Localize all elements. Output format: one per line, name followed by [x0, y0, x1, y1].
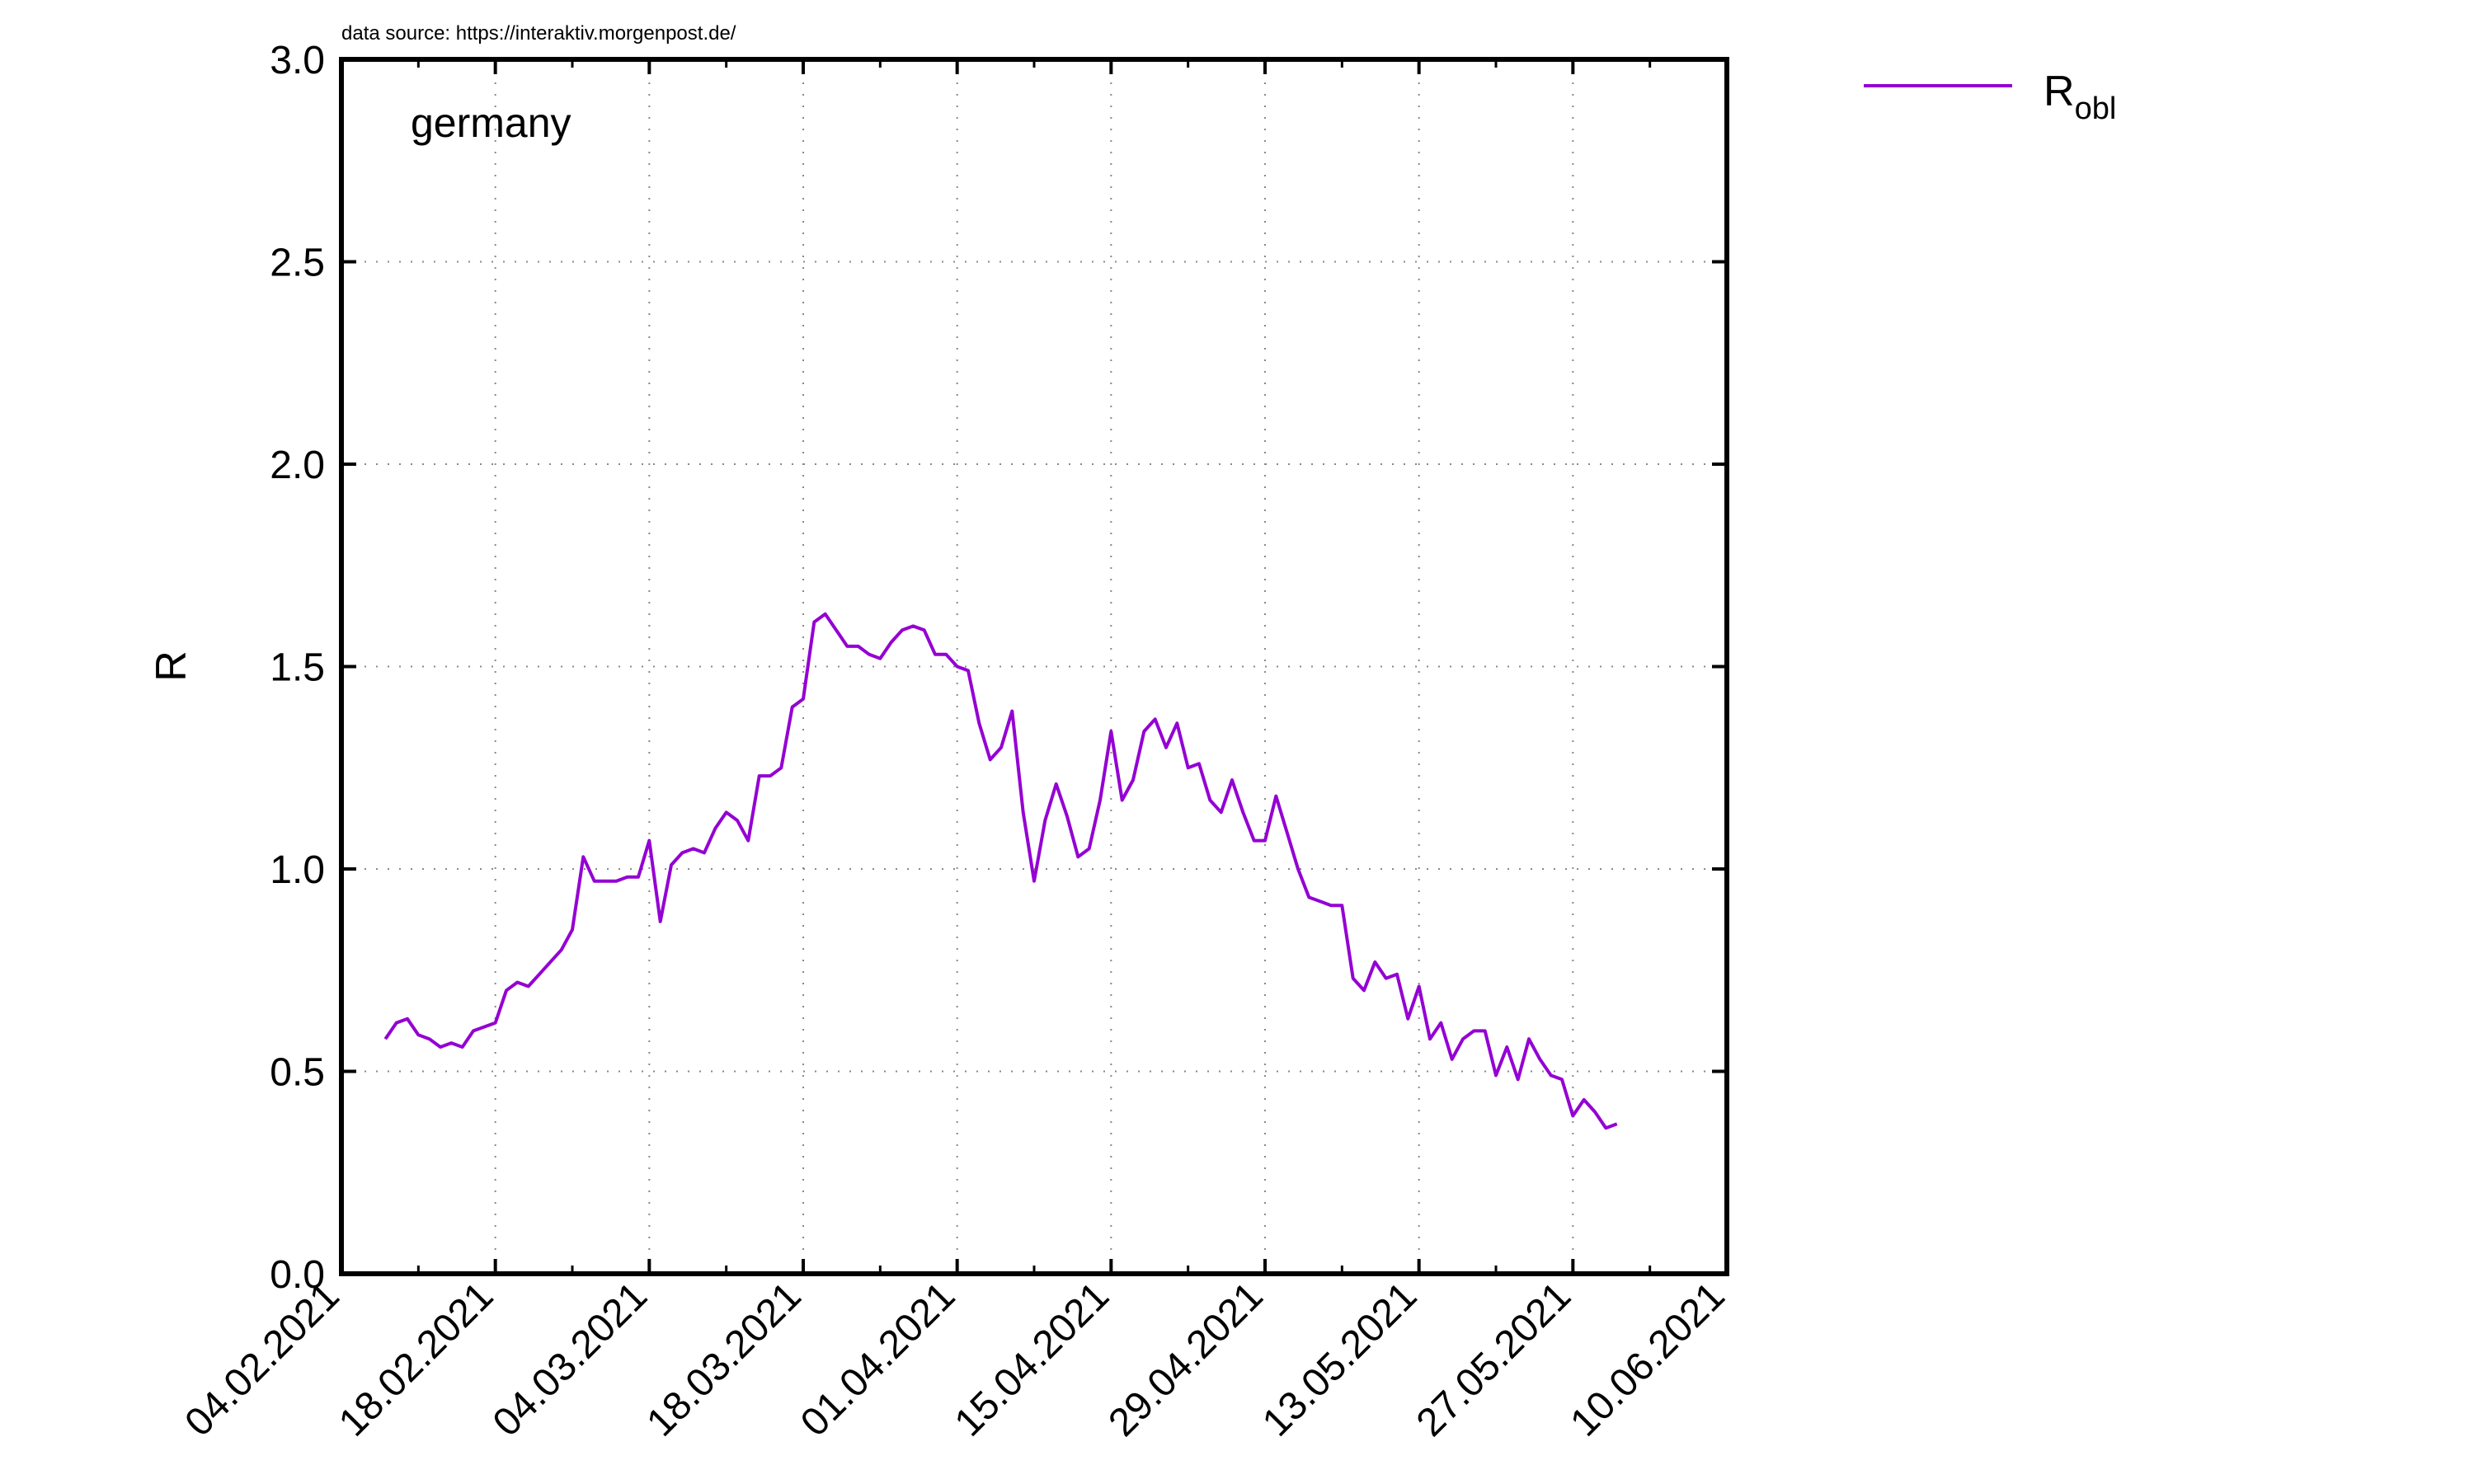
plot-frame [339, 57, 1729, 1276]
series-line-r-obl [383, 612, 1618, 1130]
y-tick-labels: 0.0 0.5 1.0 1.5 2.0 2.5 3.0 [270, 39, 325, 1297]
y-tick-label: 1.5 [270, 646, 325, 690]
legend-label-subscript: obl [2075, 92, 2117, 126]
y-tick-label: 1.0 [270, 848, 325, 892]
legend-label: Robl [2044, 68, 2116, 126]
legend: Robl [1864, 68, 2116, 126]
y-tick-label: 3.0 [270, 39, 325, 82]
legend-label-main: R [2044, 68, 2075, 115]
plot-annotation: germany [411, 100, 571, 146]
data-source-note: data source: https://interaktiv.morgenpo… [341, 22, 736, 45]
y-tick-label: 0.5 [270, 1051, 325, 1095]
y-axis-label: R [148, 650, 195, 682]
y-tick-label: 0.0 [270, 1253, 325, 1297]
y-tick-label: 2.0 [270, 444, 325, 487]
y-tick-label: 2.5 [270, 242, 325, 285]
